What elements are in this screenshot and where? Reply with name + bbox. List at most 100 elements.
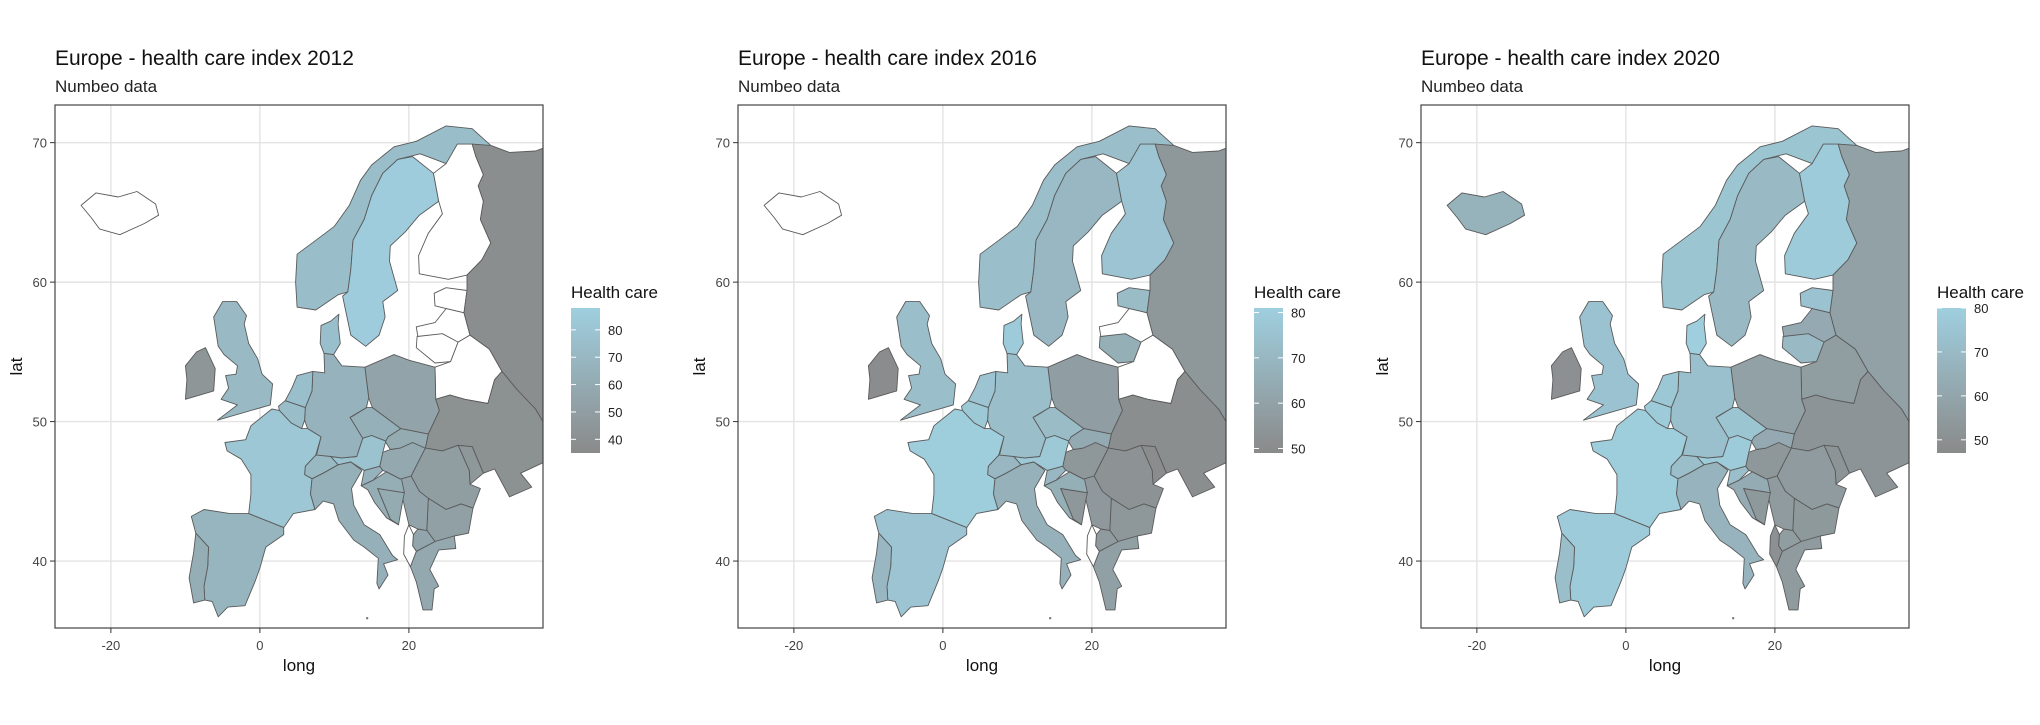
legend-tick-label: 60 — [1974, 389, 1988, 404]
x-tick-label: 0 — [939, 638, 946, 653]
country-sweden — [1708, 156, 1806, 347]
legend-colorbar — [1254, 308, 1283, 453]
legend-tick-label: 50 — [1291, 441, 1305, 456]
y-tick-label: 50 — [33, 415, 47, 430]
legend: Health care 80 70 60 50 — [1254, 283, 1341, 456]
country-iceland — [763, 191, 843, 236]
y-tick-label: 70 — [33, 136, 47, 151]
country-uk — [213, 301, 274, 421]
legend-tick-label: 70 — [1291, 351, 1305, 366]
country-albania — [1769, 524, 1783, 568]
y-tick-label: 50 — [716, 415, 730, 430]
country-serbia — [1083, 475, 1112, 531]
legend-colorbar — [1937, 308, 1966, 453]
country-portugal — [871, 532, 892, 604]
y-tick-label: 60 — [716, 275, 730, 290]
plot-border — [737, 104, 1227, 629]
y-tick-label: 60 — [1399, 275, 1413, 290]
country-ireland — [1550, 347, 1582, 400]
country-estonia — [433, 287, 468, 314]
map-title: Europe - health care index 2016 — [738, 47, 1037, 70]
country-sweden — [342, 156, 440, 347]
legend-tick-label: 60 — [608, 378, 622, 393]
legend-tick-label: 70 — [608, 350, 622, 365]
y-tick-label: 70 — [1399, 136, 1413, 151]
x-tick-label: 20 — [402, 638, 416, 653]
country-hungary — [379, 442, 426, 480]
legend-colorbar — [571, 308, 600, 453]
country-serbia — [400, 475, 429, 531]
country-malta — [1731, 617, 1735, 620]
x-axis-label: long — [966, 656, 998, 675]
country-italy — [310, 461, 399, 590]
map-title: Europe - health care index 2020 — [1421, 47, 1720, 70]
x-tick-label: 0 — [256, 638, 263, 653]
legend-tick-label: 80 — [608, 323, 622, 338]
country-uk — [1579, 301, 1640, 421]
map-subtitle: Numbeo data — [55, 77, 158, 96]
y-axis-label: lat — [7, 357, 26, 375]
y-tick-label: 40 — [1399, 554, 1413, 569]
y-axis-label: lat — [690, 357, 709, 375]
map-subtitle: Numbeo data — [738, 77, 841, 96]
country-albania — [403, 524, 417, 568]
y-tick-label: 50 — [1399, 415, 1413, 430]
country-denmark — [1685, 313, 1707, 356]
y-tick-label: 70 — [716, 136, 730, 151]
legend-tick-label: 60 — [1291, 396, 1305, 411]
legend-title: Health care — [571, 283, 658, 302]
x-axis-label: long — [1649, 656, 1681, 675]
legend-tick-label: 40 — [608, 432, 622, 447]
country-albania — [1086, 524, 1100, 568]
country-malta — [1048, 617, 1052, 620]
country-serbia — [1766, 475, 1795, 531]
legend-title: Health care — [1937, 283, 2024, 302]
country-denmark — [319, 313, 341, 356]
x-axis-label: long — [283, 656, 315, 675]
country-hungary — [1745, 442, 1792, 480]
legend-tick-label: 50 — [608, 405, 622, 420]
country-estonia — [1799, 287, 1834, 314]
country-italy — [993, 461, 1082, 590]
map-panel-3: Europe - health care index 2020 Numbeo da… — [1373, 47, 2024, 675]
country-portugal — [188, 532, 209, 604]
legend-title: Health care — [1254, 283, 1341, 302]
legend-tick-label: 50 — [1974, 433, 1988, 448]
country-iceland — [80, 191, 160, 236]
y-tick-label: 40 — [716, 554, 730, 569]
map-title: Europe - health care index 2012 — [55, 47, 354, 70]
country-malta — [365, 617, 369, 620]
x-tick-label: 20 — [1085, 638, 1099, 653]
country-uk — [896, 301, 957, 421]
legend-tick-label: 80 — [1974, 301, 1988, 316]
country-estonia — [1116, 287, 1151, 314]
country-iceland — [1446, 191, 1526, 236]
plot-border — [54, 104, 544, 629]
x-tick-label: 20 — [1768, 638, 1782, 653]
country-layer — [763, 125, 1226, 620]
country-layer — [1446, 125, 1909, 620]
y-tick-label: 60 — [33, 275, 47, 290]
y-axis-label: lat — [1373, 357, 1392, 375]
legend-tick-label: 70 — [1974, 345, 1988, 360]
map-panel-1: Europe - health care index 2012 Numbeo da… — [7, 47, 658, 675]
legend-tick-label: 80 — [1291, 306, 1305, 321]
country-hungary — [1062, 442, 1109, 480]
x-tick-label: -20 — [784, 638, 803, 653]
country-sweden — [1025, 156, 1123, 347]
country-italy — [1676, 461, 1765, 590]
country-layer — [80, 125, 543, 620]
plot-border — [1420, 104, 1910, 629]
country-ireland — [184, 347, 216, 400]
country-denmark — [1002, 313, 1024, 356]
legend: Health care 80 70 60 50 40 — [571, 283, 658, 453]
y-tick-label: 40 — [33, 554, 47, 569]
map-subtitle: Numbeo data — [1421, 77, 1524, 96]
map-panel-2: Europe - health care index 2016 Numbeo da… — [690, 47, 1341, 675]
country-ireland — [867, 347, 899, 400]
country-portugal — [1554, 532, 1575, 604]
x-tick-label: 0 — [1622, 638, 1629, 653]
